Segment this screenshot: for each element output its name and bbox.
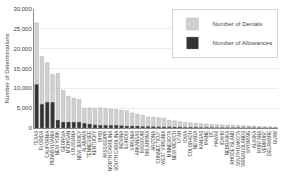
svg-text:CALIFORNIA: CALIFORNIA [45,131,50,158]
svg-text:IOWA: IOWA [183,131,188,143]
svg-text:Number of Allowances: Number of Allowances [213,40,273,46]
svg-text:WEST VIRGINIA: WEST VIRGINIA [161,131,166,165]
svg-text:OHIO: OHIO [98,130,103,142]
svg-text:INDIANA: INDIANA [119,131,124,149]
svg-text:MISSOURI: MISSOURI [140,131,145,153]
svg-text:ARKANSAS: ARKANSAS [135,131,140,156]
svg-text:PENNSYLVANIA: PENNSYLVANIA [50,131,55,165]
svg-text:NEW YORK: NEW YORK [55,131,60,155]
svg-text:TENNESSEE: TENNESSEE [87,131,92,158]
svg-text:GUAM: GUAM [273,131,278,145]
svg-text:FLORIDA: FLORIDA [39,131,44,151]
svg-text:Number of Determinations: Number of Determinations [4,33,10,103]
svg-text:SOUTH DAKOTA: SOUTH DAKOTA [236,131,241,166]
svg-text:KANSAS: KANSAS [199,131,204,149]
svg-text:GEORGIA: GEORGIA [61,131,66,152]
svg-text:UTAH: UTAH [177,131,182,143]
svg-text:NEBRASKA: NEBRASKA [225,131,230,156]
svg-text:10,000: 10,000 [13,85,32,91]
svg-text:WYOMING: WYOMING [246,130,251,153]
svg-text:SOUTH CAROLINA: SOUTH CAROLINA [114,131,119,171]
svg-text:HAWAII: HAWAII [214,131,219,147]
svg-text:VIRGIN ISLANDS: VIRGIN ISLANDS [241,131,246,167]
svg-text:ALASKA: ALASKA [252,131,257,149]
svg-text:IDAHO: IDAHO [220,130,225,145]
svg-text:DC: DC [209,130,214,137]
svg-text:ALABAMA: ALABAMA [82,131,87,152]
svg-text:TEXAS: TEXAS [34,131,39,146]
svg-text:NEW MEXICO: NEW MEXICO [172,130,177,160]
svg-text:MAINE: MAINE [204,131,209,145]
svg-text:MINNESOTA: MINNESOTA [167,131,172,157]
svg-text:CONNECTICUT: CONNECTICUT [156,131,161,164]
svg-text:DELAWARE: DELAWARE [268,131,273,156]
svg-text:LOUISIANA: LOUISIANA [71,131,76,155]
svg-text:VIRGINIA: VIRGINIA [130,131,135,151]
svg-text:Number of Denials: Number of Denials [213,21,263,27]
svg-text:0: 0 [28,125,32,131]
svg-text:ARIZONA: ARIZONA [151,131,156,151]
svg-text:MICHIGAN: MICHIGAN [66,131,71,154]
svg-text:30,000: 30,000 [13,6,32,12]
svg-text:OKLAHOMA: OKLAHOMA [146,131,151,157]
svg-text:NEW JERSEY: NEW JERSEY [77,131,82,160]
svg-text:MISSISSIPPI: MISSISSIPPI [103,131,108,158]
svg-text:NORTH CAROLINA: NORTH CAROLINA [108,131,113,171]
svg-text:NEVADA: NEVADA [193,131,198,149]
svg-text:20,000: 20,000 [13,46,32,52]
svg-text:KENTUCKY: KENTUCKY [92,131,97,156]
svg-text:ILLINOIS: ILLINOIS [124,131,129,150]
svg-text:MONTANA: MONTANA [257,131,262,153]
svg-text:5,000: 5,000 [17,105,33,111]
svg-text:COLORADO: COLORADO [188,130,193,156]
svg-text:VERMONT: VERMONT [262,131,267,154]
svg-text:15,000: 15,000 [13,66,32,72]
svg-text:25,000: 25,000 [13,26,32,32]
svg-text:RHODE ISLAND: RHODE ISLAND [230,130,235,165]
